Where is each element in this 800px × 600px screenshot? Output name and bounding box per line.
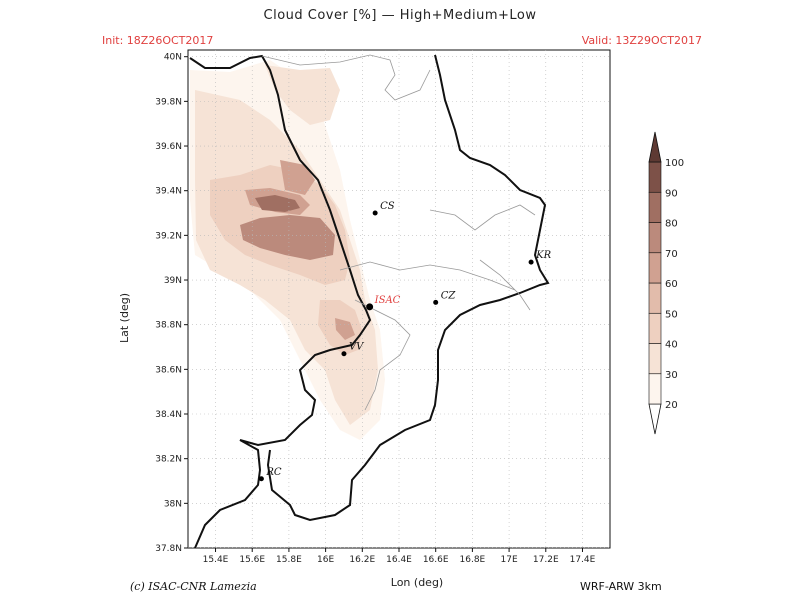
colorbar-level-label: 60 (665, 279, 678, 290)
lon-tick-label: 15.4E (203, 555, 229, 565)
lon-tick-label: 15.6E (239, 555, 265, 565)
colorbar-swatch (648, 373, 662, 405)
colorbar-swatch (648, 222, 662, 254)
lat-tick-label: 38N (164, 499, 182, 509)
lat-tick-label: 38.8N (155, 321, 182, 331)
lon-tick-label: 15.8E (276, 555, 302, 565)
colorbar: 20 30 40 50 60 70 80 90 100 (648, 131, 684, 435)
lon-tick-label: 16E (317, 555, 334, 565)
colorbar-level-label: 70 (665, 249, 678, 260)
city-marker (258, 476, 264, 482)
colorbar-level-label: 40 (665, 340, 678, 351)
city-marker (433, 299, 439, 305)
colorbar-swatch (648, 252, 662, 284)
regional-border (261, 54, 536, 411)
latitude-ticks: 37.8N 38N 38.2N 38.4N 38.6N 38.8N 39N 39.2N 39.4… (155, 53, 188, 554)
lon-tick-label: 16.2E (349, 555, 375, 565)
colorbar-level-label: 90 (665, 188, 678, 199)
colorbar-swatch (648, 343, 662, 375)
lat-tick-label: 39.8N (155, 97, 182, 107)
lat-tick-label: 39.4N (155, 187, 182, 197)
map-plot-area: CS ISAC CZ KR VV RC (188, 50, 610, 548)
lat-tick-label: 38.2N (155, 455, 182, 465)
city-label: CS (380, 201, 395, 212)
city-label: ISAC (374, 295, 401, 306)
lat-tick-label: 39.6N (155, 142, 182, 152)
model-label: WRF-ARW 3km (580, 580, 662, 593)
city-label: CZ (441, 290, 457, 301)
y-axis-label: Lat (deg) (118, 293, 131, 343)
city-marker (372, 210, 378, 216)
lon-tick-label: 16.8E (460, 555, 486, 565)
city-label: RC (265, 467, 282, 478)
colorbar-max-arrow (648, 131, 662, 163)
city-marker (366, 303, 374, 311)
lat-tick-label: 38.6N (155, 365, 182, 375)
valid-time: Valid: 13Z29OCT2017 (581, 34, 702, 47)
colorbar-level-label: 100 (665, 158, 684, 169)
colorbar-swatch (648, 161, 662, 193)
credit-text: (c) ISAC-CNR Lamezia (130, 580, 257, 593)
lat-tick-label: 38.4N (155, 410, 182, 420)
city-marker (528, 259, 534, 265)
city-markers: CS ISAC CZ KR VV RC (258, 201, 552, 482)
colorbar-level-label: 50 (665, 309, 678, 320)
lat-tick-label: 37.8N (155, 544, 182, 554)
graticule (188, 50, 610, 548)
lat-tick-label: 39N (164, 276, 182, 286)
coastline (189, 54, 550, 548)
colorbar-swatch (648, 282, 662, 314)
lon-tick-label: 16.6E (423, 555, 449, 565)
init-time: Init: 18Z26OCT2017 (102, 34, 214, 47)
colorbar-level-label: 20 (665, 400, 678, 411)
lat-tick-label: 40N (164, 53, 182, 63)
lon-tick-label: 17E (501, 555, 518, 565)
lon-tick-label: 17.4E (570, 555, 596, 565)
city-marker (341, 351, 347, 357)
lon-tick-label: 16.4E (386, 555, 412, 565)
colorbar-min-arrow (648, 403, 662, 435)
city-label: VV (349, 342, 365, 353)
longitude-ticks: 15.4E 15.6E 15.8E 16E 16.2E 16.4E 16.6E 16.8E 17… (203, 548, 596, 565)
colorbar-swatch (648, 191, 662, 223)
map-title: Cloud Cover [%] — High+Medium+Low (263, 8, 537, 23)
colorbar-level-label: 30 (665, 370, 678, 381)
cloud-cover-shading (190, 60, 385, 440)
lon-tick-label: 17.2E (533, 555, 559, 565)
lat-tick-label: 39.2N (155, 231, 182, 241)
city-label: KR (535, 250, 551, 261)
x-axis-label: Lon (deg) (391, 576, 443, 589)
colorbar-level-label: 80 (665, 219, 678, 230)
colorbar-swatch (648, 312, 662, 344)
